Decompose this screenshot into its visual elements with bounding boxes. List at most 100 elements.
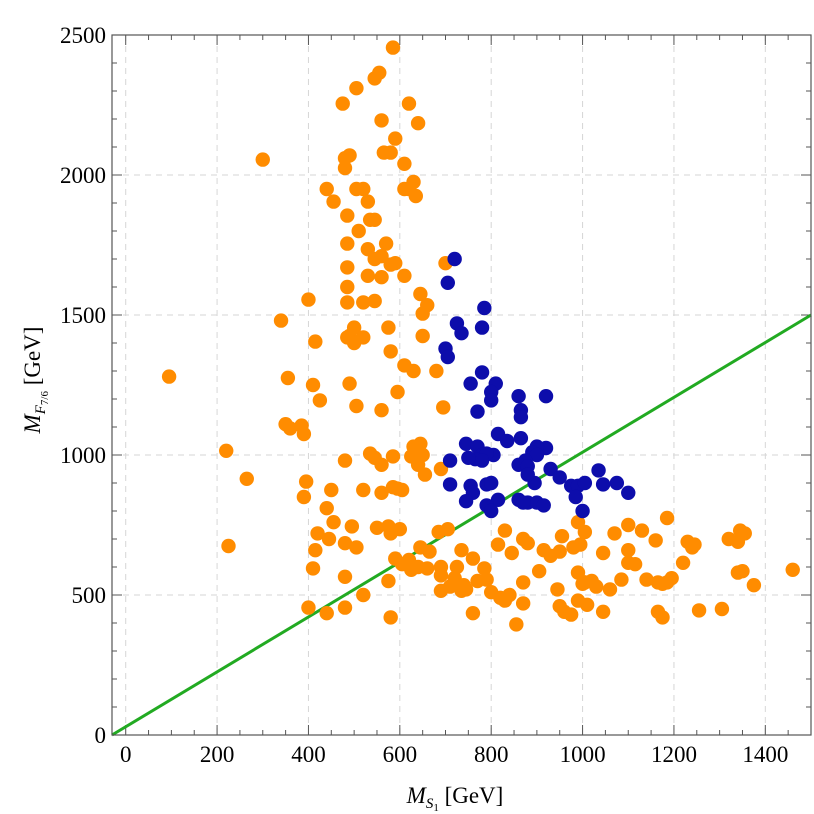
blue-point — [483, 503, 499, 519]
y-tick-label: 500 — [72, 583, 107, 608]
orange-point — [340, 208, 355, 223]
orange-point — [433, 583, 449, 598]
blue-point — [474, 365, 490, 380]
orange-point — [383, 610, 398, 625]
orange-point — [621, 543, 636, 558]
blue-point — [458, 436, 474, 451]
orange-point — [360, 268, 376, 283]
orange-point — [390, 384, 405, 400]
orange-point — [356, 295, 371, 310]
blue-point — [536, 498, 551, 513]
blue-point — [513, 410, 529, 425]
orange-point — [714, 601, 730, 617]
orange-point — [648, 533, 663, 548]
orange-point — [337, 536, 353, 551]
blue-point — [490, 492, 506, 507]
orange-point — [301, 292, 316, 307]
orange-point — [305, 377, 321, 393]
blue-point — [447, 251, 462, 267]
y-tick-label: 1000 — [60, 443, 106, 468]
blue-point — [442, 453, 458, 468]
orange-point — [381, 573, 396, 589]
orange-point — [687, 537, 702, 552]
orange-point — [413, 286, 428, 302]
blue-point — [575, 503, 590, 519]
blue-point — [458, 494, 474, 509]
orange-point — [374, 485, 389, 500]
y-axis-label: MF7/6 [GeV] — [20, 327, 51, 435]
orange-point — [349, 81, 364, 96]
orange-point — [554, 529, 570, 544]
orange-point — [406, 363, 421, 379]
axis-ticks — [112, 34, 812, 736]
data-points — [161, 40, 800, 632]
orange-point — [563, 607, 579, 622]
blue-point — [609, 475, 625, 491]
blue-point — [470, 404, 485, 419]
orange-point — [340, 260, 355, 275]
blue-point — [552, 470, 567, 485]
orange-point — [579, 597, 595, 612]
blue-point — [511, 389, 526, 404]
blue-point — [538, 389, 554, 404]
x-tick-label: 1000 — [560, 742, 606, 767]
blue-point — [621, 485, 636, 500]
orange-point — [367, 293, 382, 309]
orange-point — [735, 564, 750, 579]
orange-point — [570, 515, 586, 530]
orange-point — [639, 572, 654, 587]
orange-point — [255, 152, 270, 167]
orange-point — [280, 370, 296, 386]
blue-point — [520, 467, 535, 482]
orange-point — [415, 306, 430, 321]
orange-point — [374, 113, 389, 128]
y-tick-label: 2500 — [60, 23, 106, 48]
tick-labels: 0 200 400 600 800 1000 1200 1400 0 500 1000 1500 200… — [60, 23, 788, 767]
blue-point — [529, 447, 545, 463]
x-tick-label: 400 — [291, 742, 326, 767]
orange-point — [552, 599, 567, 614]
blue-point — [440, 349, 455, 365]
orange-point — [381, 320, 396, 335]
orange-point — [308, 543, 323, 558]
orange-point — [388, 256, 403, 271]
orange-point — [577, 575, 593, 590]
orange-point — [335, 96, 350, 111]
orange-point — [342, 376, 357, 391]
orange-point — [337, 569, 353, 584]
orange-point — [436, 400, 451, 415]
orange-point — [337, 453, 353, 468]
orange-point — [397, 156, 412, 171]
orange-point — [607, 526, 622, 541]
orange-point — [408, 188, 424, 204]
orange-point — [454, 543, 469, 558]
orange-point — [454, 583, 469, 598]
orange-point — [319, 181, 334, 197]
blue-point — [515, 495, 531, 510]
orange-point — [298, 474, 314, 489]
orange-point — [614, 572, 629, 587]
orange-point — [310, 526, 325, 541]
orange-point — [374, 457, 389, 472]
blue-point — [454, 326, 469, 341]
orange-point — [219, 443, 234, 458]
orange-point — [433, 568, 449, 583]
orange-point — [440, 522, 455, 537]
orange-point — [356, 482, 371, 498]
blue-point — [591, 463, 606, 478]
orange-point — [465, 551, 481, 566]
orange-point — [324, 482, 339, 498]
orange-point — [273, 313, 289, 328]
orange-point — [394, 482, 410, 498]
blue-point — [543, 461, 558, 477]
orange-point — [326, 515, 341, 530]
blue-point — [440, 275, 455, 290]
x-tick-label: 800 — [474, 742, 509, 767]
orange-point — [675, 555, 691, 570]
orange-point — [515, 531, 531, 547]
blue-point — [442, 477, 458, 492]
blue-point — [568, 489, 583, 505]
orange-point — [383, 344, 398, 359]
x-axis-label: MS1 [GeV] — [406, 783, 504, 814]
